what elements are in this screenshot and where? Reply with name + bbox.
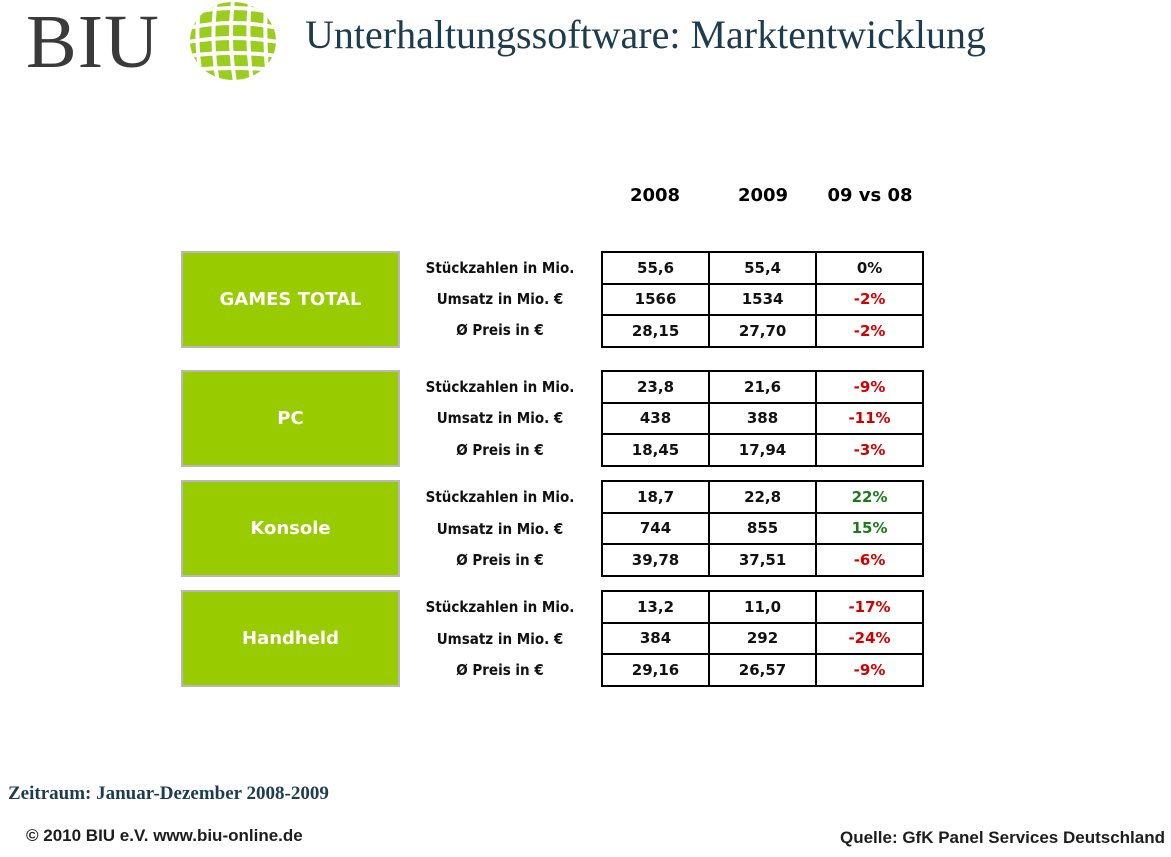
cell-change: 0%	[815, 252, 923, 284]
metric-label-revenue: Umsatz in Mio. €	[436, 520, 564, 538]
table-row: 18,7 22,8 22%	[602, 481, 923, 513]
cell-change: -9%	[815, 653, 923, 686]
cell-2008: 28,15	[602, 314, 710, 347]
cell-2009: 292	[708, 621, 817, 655]
cell-change: -2%	[815, 282, 923, 316]
category-label: Handheld	[242, 628, 339, 649]
biu-globe-icon	[190, 2, 276, 80]
metric-label-price: Ø Preis in €	[456, 661, 544, 679]
cell-2008: 18,7	[637, 487, 675, 506]
cell-2008: 55,6	[637, 258, 675, 277]
cell-2008: 23,8	[637, 377, 675, 396]
cell-2009: 11,0	[708, 591, 817, 623]
cell-2009: 37,51	[708, 543, 817, 576]
cell-2008: 384	[602, 621, 710, 655]
column-header-2008: 2008	[629, 185, 681, 206]
metric-label-revenue: Umsatz in Mio. €	[436, 630, 564, 648]
metric-label-units: Stückzahlen in Mio.	[425, 378, 575, 396]
category-box-games-total: GAMES TOTAL	[181, 251, 400, 348]
page-title: Unterhaltungssoftware: Marktentwicklung	[305, 12, 986, 57]
table-row: 1566 1534 -2%	[602, 282, 923, 316]
cell-2009: 27,70	[708, 314, 817, 347]
table-row: 23,8 21,6 -9%	[602, 371, 923, 403]
category-box-konsole: Konsole	[181, 480, 400, 577]
cell-change: -24%	[815, 621, 923, 655]
column-header-change: 09 vs 08	[827, 185, 913, 206]
table-row: 744 855 15%	[602, 511, 923, 545]
cell-2009: 21,6	[708, 371, 817, 403]
cell-2009: 17,94	[708, 433, 817, 466]
cell-2009: 1534	[708, 282, 817, 316]
logo-wordmark: BIU	[26, 0, 160, 84]
data-table-pc: 23,8 21,6 -9% 438 388 -11% 18,45 17,94 -…	[601, 370, 924, 467]
period-label: Zeitraum: Januar-Dezember 2008-2009	[8, 783, 329, 804]
category-label: GAMES TOTAL	[219, 289, 362, 310]
table-row: 29,16 26,57 -9%	[602, 653, 923, 686]
metric-label-units: Stückzahlen in Mio.	[425, 259, 575, 277]
cell-2008: 1566	[602, 282, 710, 316]
data-table-games-total: 55,6 55,4 0% 1566 1534 -2% 28,15 27,70 -…	[601, 251, 924, 348]
cell-change: -2%	[815, 314, 923, 347]
cell-change: -9%	[815, 371, 923, 403]
metric-label-price: Ø Preis in €	[456, 551, 544, 569]
metric-label-units: Stückzahlen in Mio.	[425, 598, 575, 616]
cell-change: 22%	[815, 481, 923, 513]
cell-change: 15%	[815, 511, 923, 545]
cell-2008: 438	[602, 401, 710, 435]
table-row: 13,2 11,0 -17%	[602, 591, 923, 623]
cell-change: -17%	[815, 591, 923, 623]
cell-2008: 29,16	[602, 653, 710, 686]
cell-2009: 26,57	[708, 653, 817, 686]
cell-2009: 55,4	[708, 252, 817, 284]
data-table-handheld: 13,2 11,0 -17% 384 292 -24% 29,16 26,57 …	[601, 590, 924, 687]
cell-change: -11%	[815, 401, 923, 435]
table-row: 39,78 37,51 -6%	[602, 543, 923, 576]
source-label: Quelle: GfK Panel Services Deutschland	[839, 828, 1165, 847]
data-table-konsole: 18,7 22,8 22% 744 855 15% 39,78 37,51 -6…	[601, 480, 924, 577]
copyright-link[interactable]: © 2010 BIU e.V. www.biu-online.de	[26, 826, 303, 845]
metric-label-units: Stückzahlen in Mio.	[425, 488, 575, 506]
category-label: PC	[277, 408, 304, 429]
cell-2009: 855	[708, 511, 817, 545]
table-row: 384 292 -24%	[602, 621, 923, 655]
cell-2008: 18,45	[602, 433, 710, 466]
column-header-2009: 2009	[737, 185, 789, 206]
category-box-handheld: Handheld	[181, 590, 400, 687]
cell-2008: 39,78	[602, 543, 710, 576]
metric-label-price: Ø Preis in €	[456, 321, 544, 339]
table-row: 18,45 17,94 -3%	[602, 433, 923, 466]
metric-label-revenue: Umsatz in Mio. €	[436, 409, 564, 427]
cell-change: -3%	[815, 433, 923, 466]
category-box-pc: PC	[181, 370, 400, 467]
metric-label-revenue: Umsatz in Mio. €	[436, 290, 564, 308]
cell-2008: 744	[602, 511, 710, 545]
metric-label-price: Ø Preis in €	[456, 441, 544, 459]
table-row: 55,6 55,4 0%	[602, 252, 923, 284]
cell-2009: 388	[708, 401, 817, 435]
table-row: 438 388 -11%	[602, 401, 923, 435]
cell-2008: 13,2	[637, 597, 675, 616]
cell-change: -6%	[815, 543, 923, 576]
category-label: Konsole	[250, 518, 331, 539]
cell-2009: 22,8	[708, 481, 817, 513]
table-row: 28,15 27,70 -2%	[602, 314, 923, 347]
